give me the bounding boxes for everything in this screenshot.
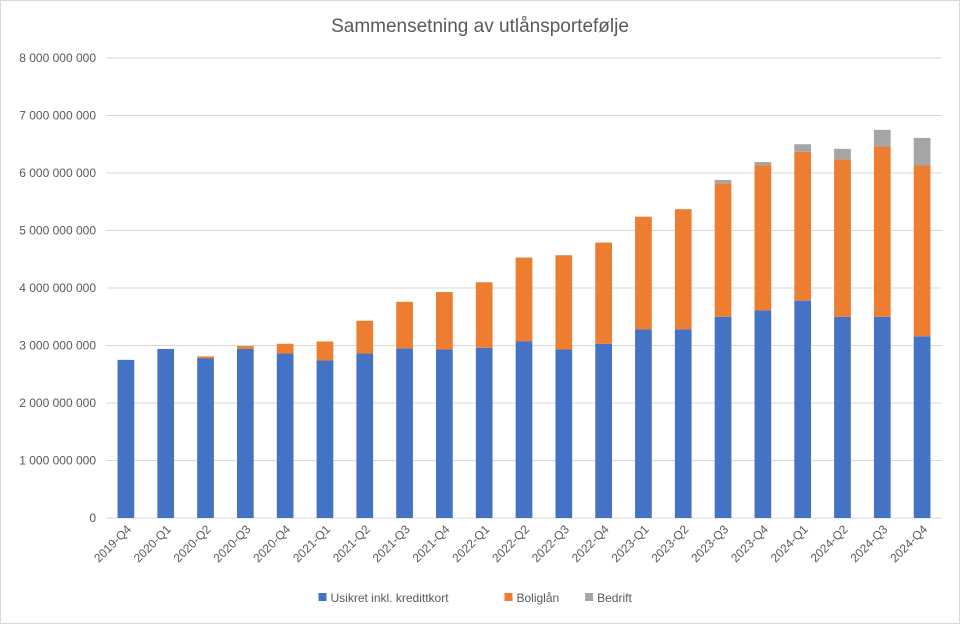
y-tick-label: 3 000 000 000 — [19, 339, 96, 353]
bar-boliglån-2023-q3 — [714, 183, 732, 317]
bars — [117, 129, 931, 518]
x-tick-label: 2022-Q1 — [449, 522, 492, 565]
bar-boliglån-2023-q2 — [674, 209, 692, 330]
y-axis-tick-labels: 0 1 000 000 000 2 000 000 000 3 000 000 000… — [19, 51, 96, 525]
legend-swatch — [504, 593, 513, 601]
legend-label: Boliglån — [517, 591, 560, 605]
legend: Usikret inkl. kredittkort Boliglån Bedrift — [318, 591, 632, 605]
bar-usikret-inkl-kredittkort-2023-q1 — [635, 329, 652, 518]
legend-swatch — [585, 593, 594, 601]
bar-bedrift-2024-q3 — [873, 129, 891, 147]
bar-usikret-inkl-kredittkort-2021-q4 — [436, 349, 453, 518]
x-tick-label: 2023-Q1 — [609, 522, 652, 565]
y-tick-label: 5 000 000 000 — [19, 224, 96, 238]
bar-usikret-inkl-kredittkort-2023-q2 — [674, 329, 692, 518]
y-tick-label: 4 000 000 000 — [19, 281, 96, 295]
bar-usikret-inkl-kredittkort-2020-q3 — [236, 348, 254, 518]
y-tick-label: 6 000 000 000 — [19, 166, 96, 180]
bar-usikret-inkl-kredittkort-2024-q1 — [794, 300, 812, 518]
bar-usikret-inkl-kredittkort-2022-q1 — [475, 347, 493, 518]
x-tick-label: 2023-Q2 — [648, 522, 691, 565]
bar-boliglån-2021-q3 — [396, 301, 413, 349]
legend-label: Bedrift — [597, 591, 632, 605]
bar-usikret-inkl-kredittkort-2022-q3 — [555, 349, 573, 518]
x-tick-label: 2022-Q4 — [569, 522, 612, 565]
y-tick-label: 2 000 000 000 — [19, 396, 96, 410]
bar-boliglån-2022-q4 — [595, 242, 612, 344]
y-tick-label: 1 000 000 000 — [19, 454, 96, 468]
bar-boliglån-2024-q4 — [913, 165, 931, 337]
bar-usikret-inkl-kredittkort-2024-q3 — [873, 316, 891, 518]
bar-boliglån-2022-q2 — [515, 257, 533, 342]
bar-usikret-inkl-kredittkort-2021-q3 — [396, 348, 413, 518]
bar-usikret-inkl-kredittkort-2020-q2 — [197, 358, 214, 518]
bar-boliglån-2020-q4 — [276, 343, 294, 354]
bar-usikret-inkl-kredittkort-2024-q4 — [913, 336, 931, 518]
bar-usikret-inkl-kredittkort-2023-q4 — [754, 310, 772, 518]
bar-usikret-inkl-kredittkort-2020-q1 — [157, 348, 175, 518]
x-tick-label: 2019-Q4 — [91, 522, 134, 565]
x-tick-label: 2022-Q2 — [489, 522, 532, 565]
bar-usikret-inkl-kredittkort-2021-q2 — [356, 353, 374, 518]
bar-boliglån-2023-q4 — [754, 165, 772, 311]
bar-usikret-inkl-kredittkort-2022-q4 — [595, 343, 612, 518]
x-tick-label: 2024-Q1 — [768, 522, 811, 565]
bar-boliglån-2021-q2 — [356, 320, 374, 354]
bar-bedrift-2024-q2 — [834, 148, 851, 160]
bar-usikret-inkl-kredittkort-2020-q4 — [276, 353, 294, 518]
y-tick-label: 0 — [89, 511, 96, 525]
y-tick-label: 8 000 000 000 — [19, 51, 96, 65]
chart-title: Sammensetning av utlånsportefølje — [331, 16, 629, 37]
bar-boliglån-2021-q1 — [316, 341, 334, 361]
bar-usikret-inkl-kredittkort-2023-q3 — [714, 316, 732, 518]
x-tick-label: 2020-Q3 — [211, 522, 254, 565]
x-tick-label: 2024-Q2 — [808, 522, 851, 565]
legend-swatch — [318, 593, 327, 601]
bar-boliglån-2024-q1 — [794, 151, 812, 301]
x-tick-label: 2023-Q3 — [688, 522, 731, 565]
bar-boliglån-2022-q3 — [555, 255, 573, 350]
bar-bedrift-2024-q1 — [794, 144, 812, 152]
bar-bedrift-2023-q3 — [714, 179, 732, 184]
bar-boliglån-2020-q3 — [236, 346, 254, 349]
x-tick-label: 2024-Q3 — [847, 522, 890, 565]
x-tick-label: 2023-Q4 — [728, 522, 771, 565]
x-tick-label: 2020-Q1 — [131, 522, 174, 565]
x-axis-tick-labels: 2019-Q42020-Q12020-Q22020-Q32020-Q42021-… — [91, 522, 930, 565]
y-tick-label: 7 000 000 000 — [19, 109, 96, 123]
x-tick-label: 2020-Q2 — [171, 522, 214, 565]
x-tick-label: 2021-Q1 — [290, 522, 333, 565]
bar-boliglån-2022-q1 — [475, 282, 493, 348]
x-tick-label: 2020-Q4 — [250, 522, 293, 565]
x-tick-label: 2021-Q4 — [410, 522, 453, 565]
bar-boliglån-2023-q1 — [635, 216, 652, 330]
bar-bedrift-2023-q4 — [754, 162, 772, 166]
bar-usikret-inkl-kredittkort-2024-q2 — [834, 316, 851, 518]
bar-usikret-inkl-kredittkort-2022-q2 — [515, 341, 533, 518]
bar-usikret-inkl-kredittkort-2019-q4 — [117, 359, 135, 518]
bar-boliglån-2021-q4 — [436, 292, 453, 350]
bar-bedrift-2024-q4 — [913, 137, 931, 166]
legend-label: Usikret inkl. kredittkort — [331, 591, 450, 605]
x-tick-label: 2021-Q2 — [330, 522, 373, 565]
x-tick-label: 2022-Q3 — [529, 522, 572, 565]
bar-usikret-inkl-kredittkort-2021-q1 — [316, 360, 334, 518]
bar-boliglån-2024-q2 — [834, 159, 851, 317]
bar-boliglån-2024-q3 — [873, 146, 891, 317]
x-tick-label: 2024-Q4 — [887, 522, 930, 565]
bar-boliglån-2020-q2 — [197, 356, 214, 359]
x-tick-label: 2021-Q3 — [370, 522, 413, 565]
